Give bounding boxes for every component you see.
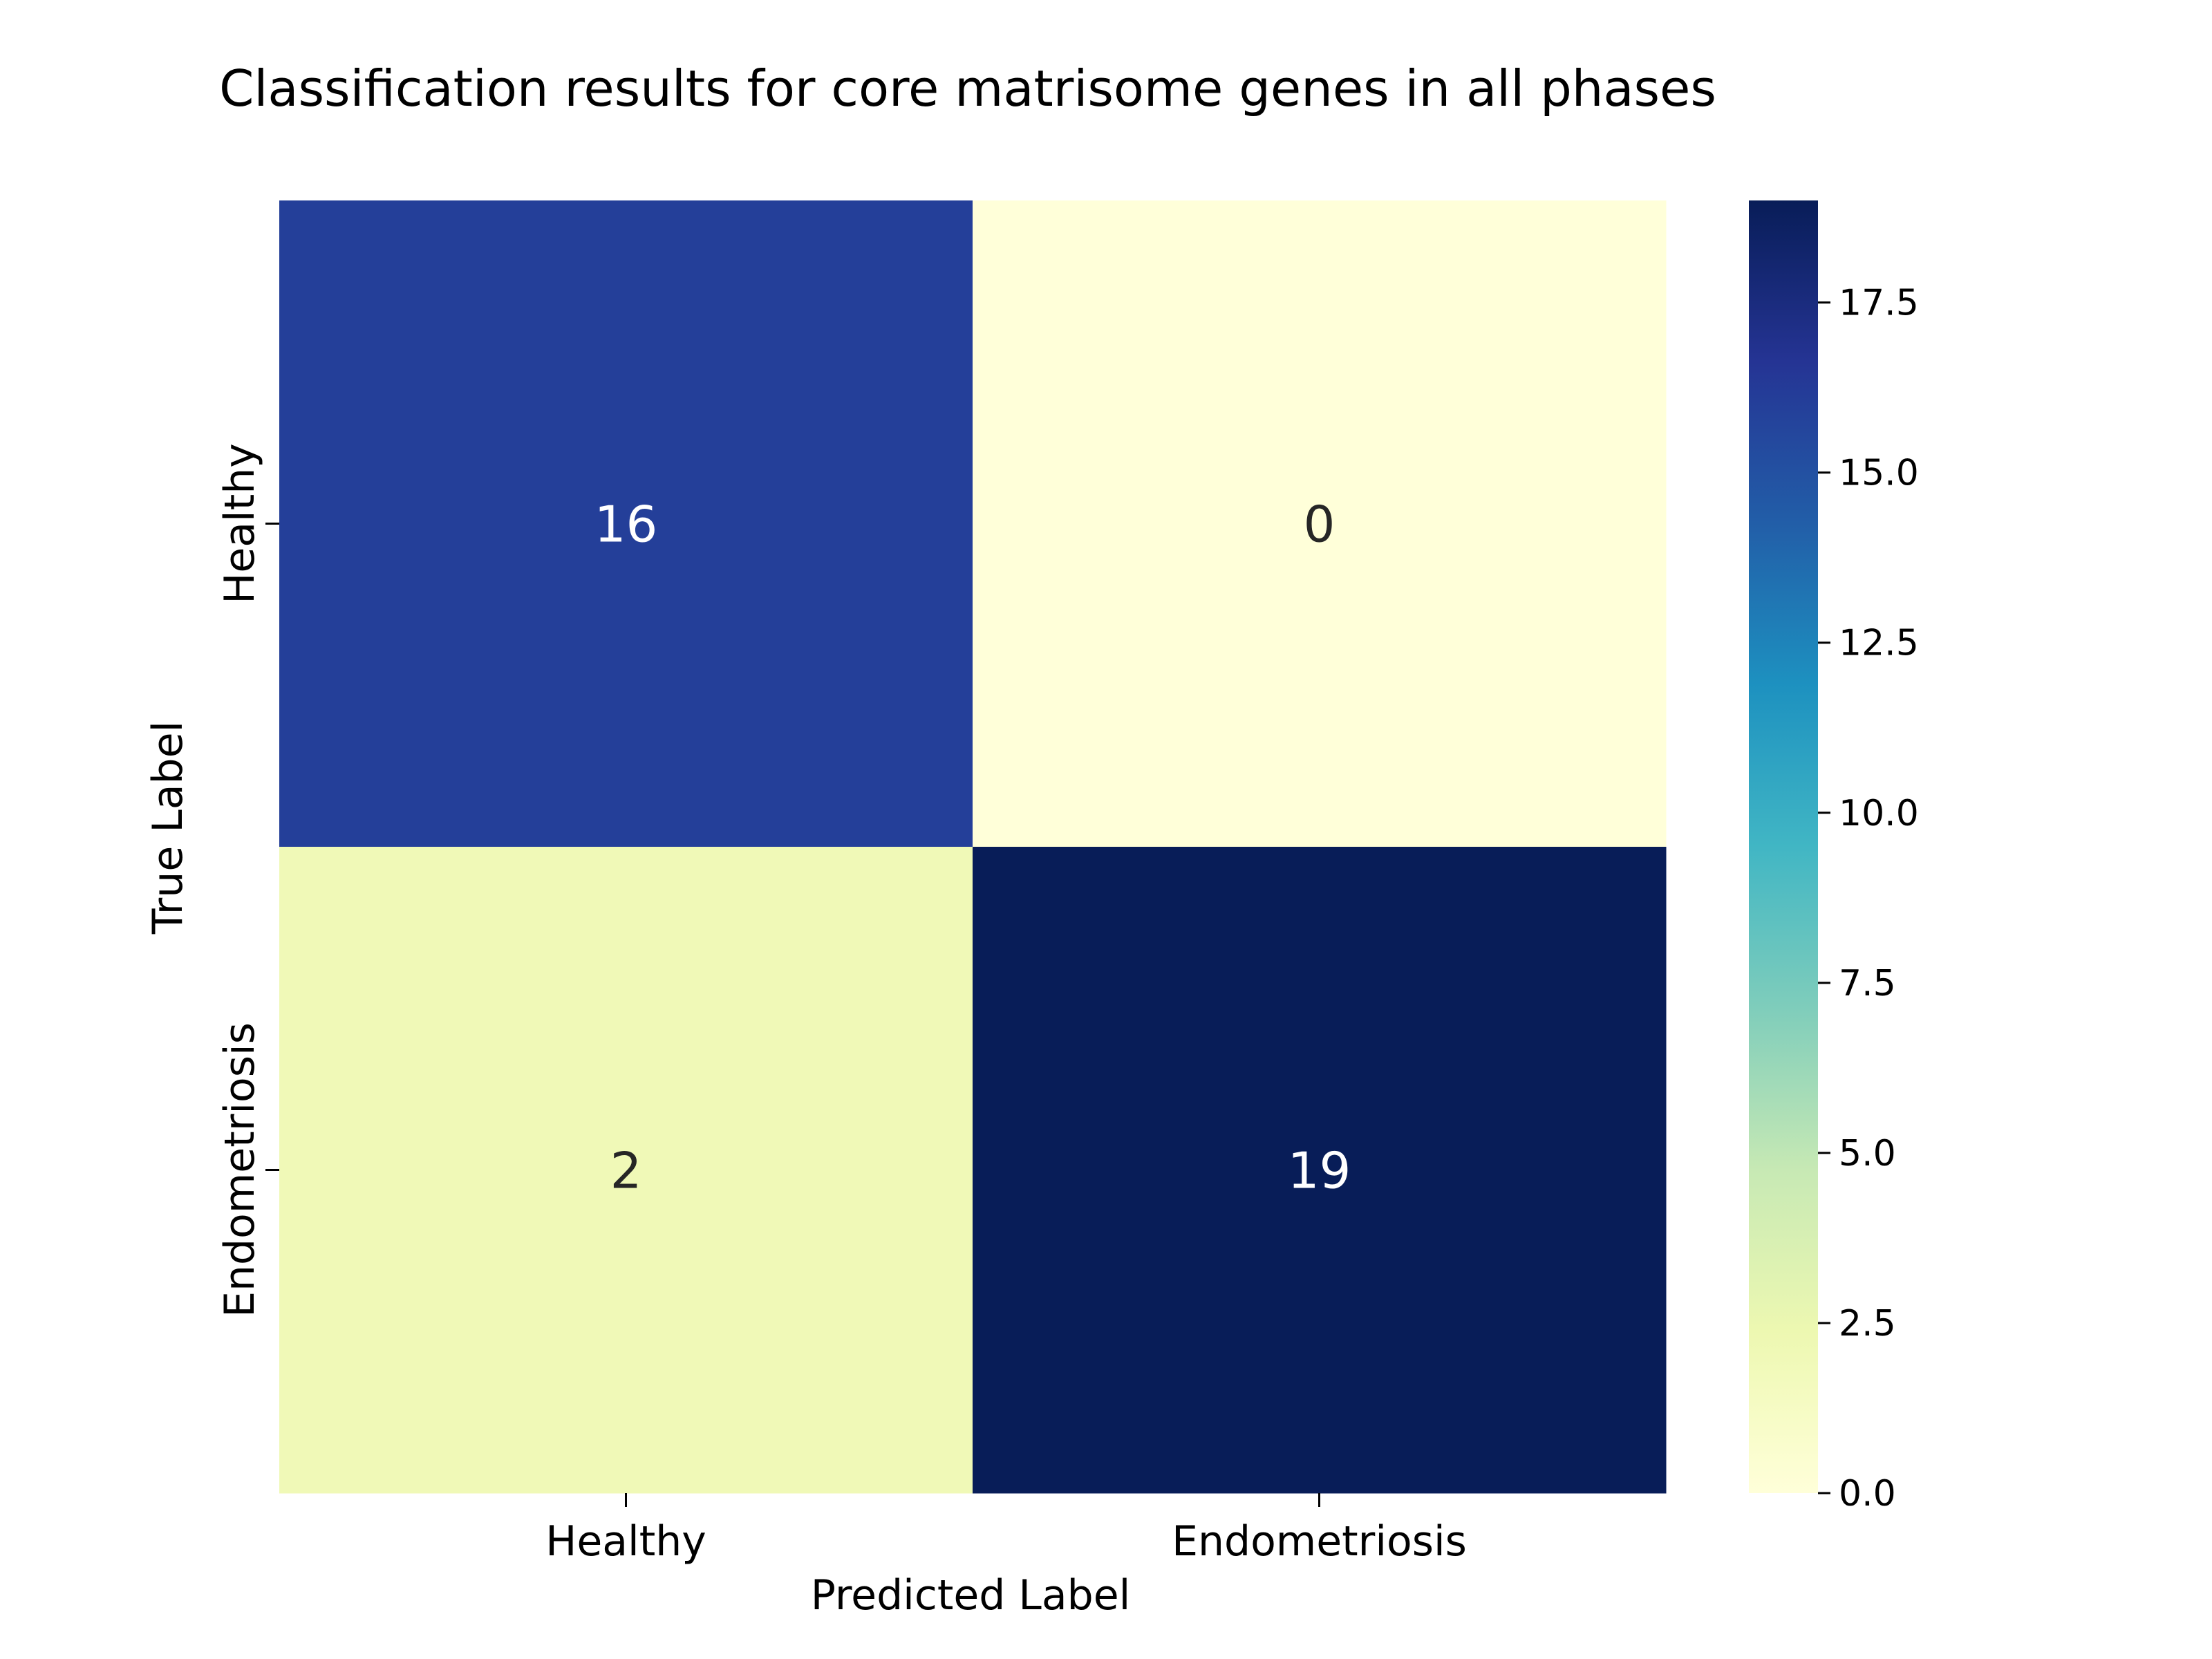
- cell-value-label: 19: [1288, 1142, 1351, 1200]
- heatmap-annotations: 16 0 2 19: [594, 496, 1351, 1200]
- heatmap-cell: [973, 847, 1667, 1494]
- x-axis-label: Predicted Label: [811, 1571, 1131, 1620]
- colorbar-tick-label: 12.5: [1839, 623, 1919, 664]
- colorbar-tick-label: 17.5: [1839, 283, 1919, 324]
- colorbar-tick-label: 0.0: [1839, 1473, 1896, 1515]
- x-axis: Healthy Endometriosis: [545, 1493, 1467, 1566]
- heatmap-cell: [279, 847, 973, 1494]
- heatmap-cell: [973, 200, 1667, 847]
- colorbar-tick-label: 7.5: [1839, 963, 1896, 1004]
- x-tick-label: Healthy: [545, 1517, 706, 1566]
- cell-value-label: 16: [594, 496, 658, 554]
- y-tick-label: Endometriosis: [216, 1022, 264, 1318]
- y-axis-label: True Label: [144, 721, 192, 935]
- colorbar-tick-label: 5.0: [1839, 1133, 1896, 1174]
- cell-value-label: 0: [1304, 496, 1335, 554]
- x-tick-label: Endometriosis: [1172, 1517, 1467, 1566]
- colorbar-ticks: 0.0 2.5 5.0 7.5 10.0 12.5 15.0 17.5: [1818, 283, 1919, 1515]
- colorbar-tick-label: 10.0: [1839, 793, 1919, 834]
- chart-title: Classification results for core matrisom…: [219, 59, 1716, 118]
- y-tick-label: Healthy: [216, 443, 264, 604]
- y-axis: Healthy Endometriosis: [216, 443, 279, 1318]
- colorbar: [1749, 200, 1818, 1493]
- heatmap-cell: [279, 200, 973, 847]
- colorbar-tick-label: 15.0: [1839, 453, 1919, 494]
- colorbar-tick-label: 2.5: [1839, 1303, 1896, 1344]
- heatmap-cells: [279, 200, 1667, 1494]
- cell-value-label: 2: [610, 1142, 642, 1200]
